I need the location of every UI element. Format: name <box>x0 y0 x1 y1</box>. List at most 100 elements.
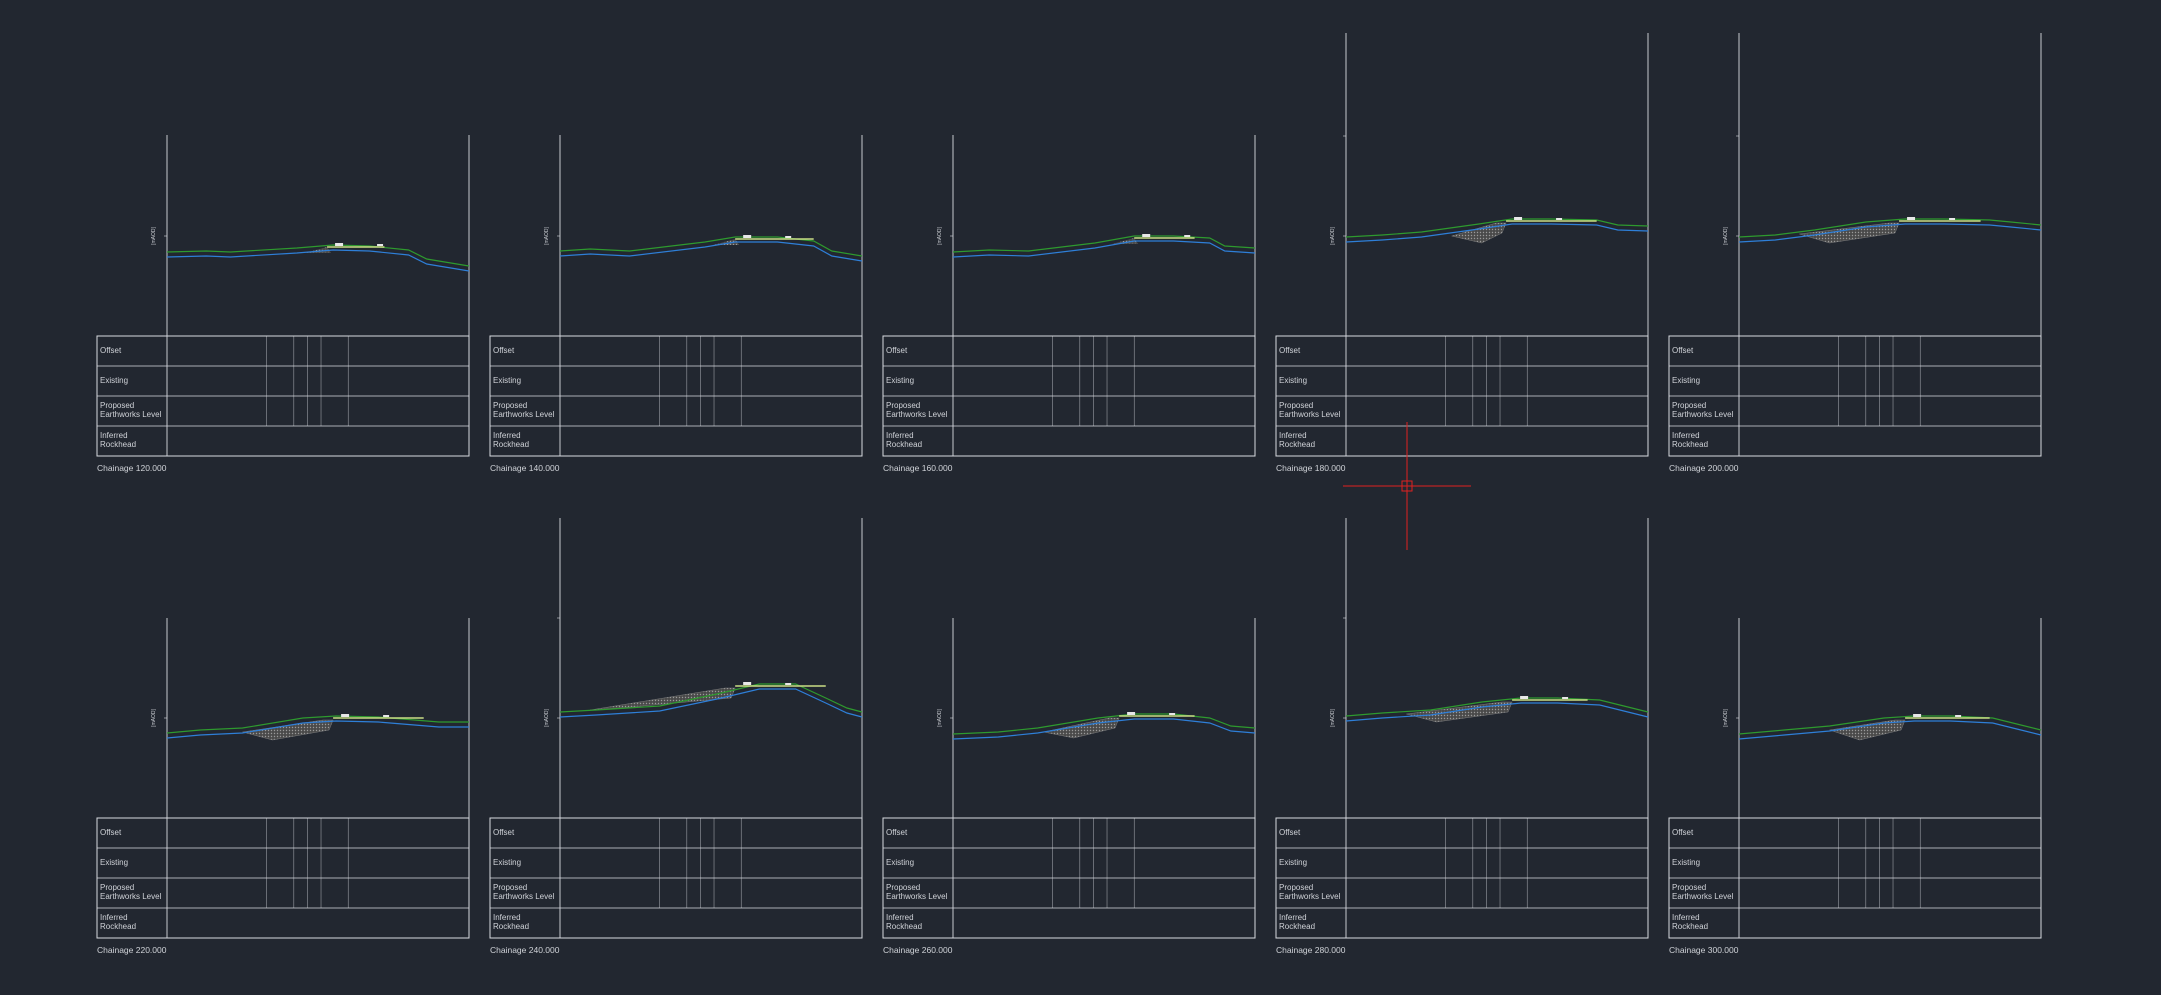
label-proposed-2: Earthworks Level <box>100 892 162 901</box>
label-proposed-1: Proposed <box>493 401 527 410</box>
crosshair-cursor[interactable] <box>1343 422 1471 550</box>
label-proposed-1: Proposed <box>886 401 920 410</box>
fill-hatch <box>1799 222 1900 244</box>
units-label: [mAOD] <box>1330 709 1336 727</box>
units-label: [mAOD] <box>544 227 550 245</box>
existing-ground-line <box>1738 218 2042 238</box>
structure-mark <box>1127 712 1136 715</box>
label-proposed-2: Earthworks Level <box>1279 892 1341 901</box>
label-offset: Offset <box>886 828 908 837</box>
structure-mark <box>1562 697 1569 699</box>
label-existing: Existing <box>100 858 128 867</box>
structure-mark <box>1949 218 1956 220</box>
label-existing: Existing <box>1672 858 1700 867</box>
label-proposed-1: Proposed <box>493 883 527 892</box>
structure-mark <box>785 683 792 685</box>
label-inferred-1: Inferred <box>1672 913 1700 922</box>
fill-hatch <box>713 239 740 245</box>
label-offset: Offset <box>100 828 122 837</box>
label-existing: Existing <box>1279 858 1307 867</box>
structure-mark <box>335 243 344 246</box>
label-offset: Offset <box>493 828 515 837</box>
fill-hatch <box>1112 238 1139 244</box>
label-inferred-1: Inferred <box>1279 431 1307 440</box>
label-inferred-2: Rockhead <box>1279 440 1315 449</box>
structure-mark <box>1913 714 1922 717</box>
label-existing: Existing <box>1279 376 1307 385</box>
label-proposed-1: Proposed <box>100 883 134 892</box>
units-label: [mAOD] <box>544 709 550 727</box>
label-inferred-2: Rockhead <box>1672 440 1708 449</box>
label-proposed-1: Proposed <box>1279 883 1313 892</box>
chainage-caption: Chainage 300.000 <box>1669 945 1739 955</box>
structure-mark <box>1169 713 1176 715</box>
structure-mark <box>1142 234 1151 237</box>
inferred-rockhead-line <box>1345 223 1649 243</box>
pickbox <box>1401 480 1413 492</box>
units-label: [mAOD] <box>1330 227 1336 245</box>
label-inferred-2: Rockhead <box>886 440 922 449</box>
structure-mark <box>1955 715 1962 717</box>
label-inferred-1: Inferred <box>886 431 914 440</box>
label-inferred-1: Inferred <box>100 913 128 922</box>
existing-ground-line <box>559 683 863 713</box>
label-inferred-1: Inferred <box>1672 431 1700 440</box>
structure-mark <box>785 236 792 238</box>
label-inferred-2: Rockhead <box>886 922 922 931</box>
structure-mark <box>743 682 752 685</box>
label-inferred-2: Rockhead <box>493 922 529 931</box>
structure-mark <box>1184 235 1191 237</box>
structure-mark <box>383 715 390 717</box>
chainage-caption: Chainage 160.000 <box>883 463 953 473</box>
label-inferred-1: Inferred <box>1279 913 1307 922</box>
structure-mark <box>341 714 350 717</box>
chainage-caption: Chainage 220.000 <box>97 945 167 955</box>
fill-hatch <box>1829 719 1906 741</box>
label-existing: Existing <box>1672 376 1700 385</box>
label-existing: Existing <box>493 858 521 867</box>
label-existing: Existing <box>100 376 128 385</box>
existing-ground-line <box>166 244 470 267</box>
label-proposed-2: Earthworks Level <box>1672 410 1734 419</box>
label-inferred-1: Inferred <box>493 431 521 440</box>
inferred-rockhead-line <box>1738 720 2042 740</box>
label-proposed-1: Proposed <box>1672 401 1706 410</box>
label-proposed-1: Proposed <box>100 401 134 410</box>
label-inferred-2: Rockhead <box>100 922 136 931</box>
chainage-caption: Chainage 140.000 <box>490 463 560 473</box>
label-proposed-2: Earthworks Level <box>1672 892 1734 901</box>
existing-ground-line <box>166 715 469 734</box>
chainage-caption: Chainage 280.000 <box>1276 945 1346 955</box>
label-offset: Offset <box>1279 828 1301 837</box>
inferred-rockhead-line <box>559 688 863 718</box>
label-existing: Existing <box>886 858 914 867</box>
existing-ground-line <box>559 236 863 257</box>
units-label: [mAOD] <box>151 709 157 727</box>
structure-mark <box>377 244 384 246</box>
label-proposed-1: Proposed <box>886 883 920 892</box>
label-offset: Offset <box>100 346 122 355</box>
inferred-rockhead-line <box>166 720 469 739</box>
units-label: [mAOD] <box>1723 227 1729 245</box>
label-inferred-1: Inferred <box>493 913 521 922</box>
label-existing: Existing <box>886 376 914 385</box>
label-inferred-1: Inferred <box>886 913 914 922</box>
fill-hatch <box>1450 222 1507 244</box>
